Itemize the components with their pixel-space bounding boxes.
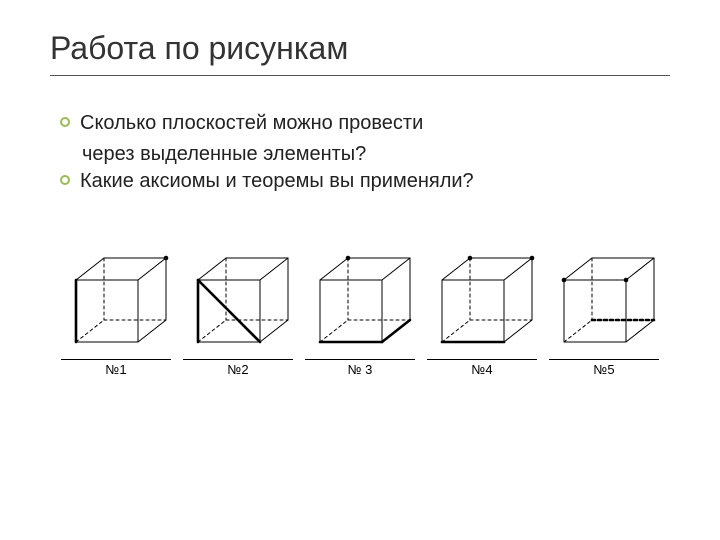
body-text: Сколько плоскостей можно провести через … [0, 110, 720, 195]
cube-label: №1 [61, 359, 171, 377]
cube-cell: №1 [61, 245, 171, 377]
cube-cell: № 3 [305, 245, 415, 377]
title-rule [50, 75, 670, 76]
cube-cell: №5 [549, 245, 659, 377]
question-line-3: Какие аксиомы и теоремы вы применяли? [80, 168, 474, 195]
question-line-2: через выделенные элементы? [60, 141, 660, 168]
cubes-row: №1 №2 № 3 №4 №5 [0, 245, 720, 377]
cube-label: №4 [427, 359, 537, 377]
bullet-icon [60, 175, 70, 185]
cube-cell: №4 [427, 245, 537, 377]
bullet-icon [60, 117, 70, 127]
cube-label: №2 [183, 359, 293, 377]
cube-diagram [427, 245, 537, 355]
cube-cell: №2 [183, 245, 293, 377]
cube-label: № 3 [305, 359, 415, 377]
cube-diagram [549, 245, 659, 355]
slide-title: Работа по рисункам [50, 30, 670, 67]
cube-label: №5 [549, 359, 659, 377]
cube-diagram [183, 245, 293, 355]
cube-diagram [305, 245, 415, 355]
question-line-1: Сколько плоскостей можно провести [80, 110, 423, 137]
cube-diagram [61, 245, 171, 355]
